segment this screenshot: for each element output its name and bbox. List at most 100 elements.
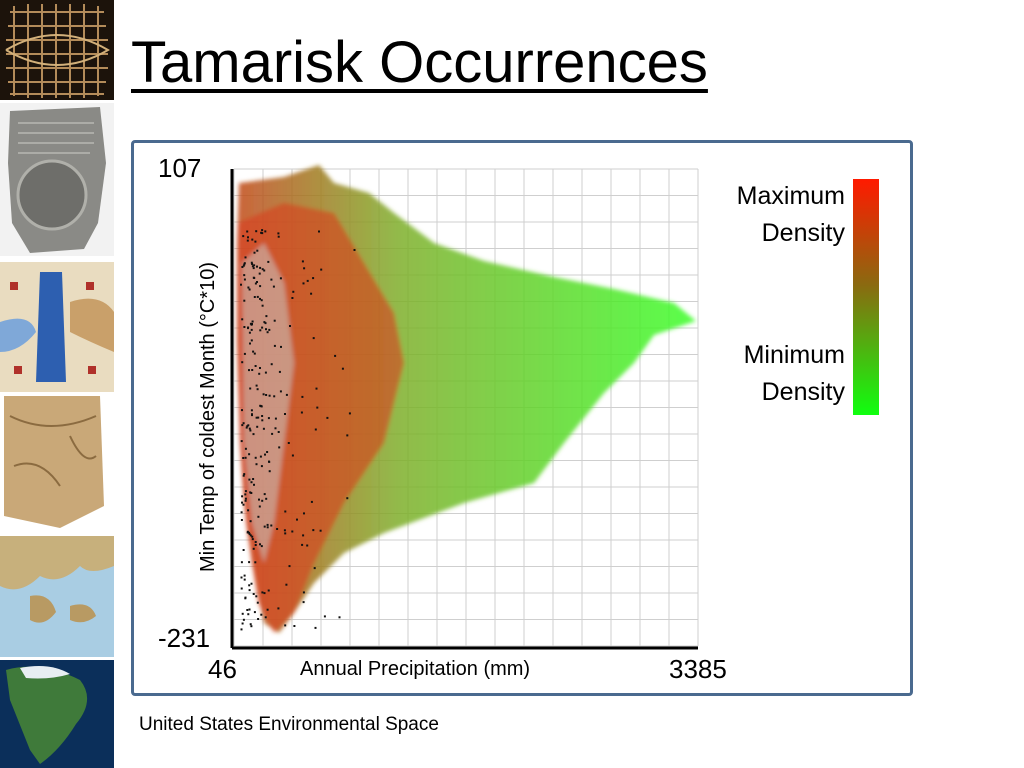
occurrence-point <box>303 267 306 270</box>
occurrence-point <box>245 426 248 429</box>
occurrence-point <box>250 481 253 484</box>
occurrence-point <box>247 327 249 330</box>
occurrence-point <box>242 457 245 459</box>
occurrence-point <box>320 268 323 271</box>
occurrence-point <box>284 532 287 535</box>
occurrence-point <box>259 285 262 288</box>
occurrence-point <box>270 524 273 527</box>
occurrence-point <box>251 538 254 541</box>
occurrence-point <box>256 249 259 252</box>
occurrence-point <box>252 478 255 480</box>
occurrence-point <box>260 231 263 234</box>
occurrence-point <box>242 235 245 238</box>
occurrence-point <box>242 618 245 621</box>
occurrence-point <box>263 321 266 324</box>
occurrence-point <box>248 331 251 334</box>
occurrence-point <box>250 582 253 585</box>
occurrence-point <box>247 424 250 427</box>
occurrence-point <box>251 535 254 538</box>
occurrence-point <box>252 547 255 550</box>
occurrence-point <box>260 545 263 548</box>
occurrence-point <box>254 541 257 543</box>
grid-map-thumbnail <box>0 0 114 100</box>
occurrence-point <box>260 613 263 616</box>
occurrence-point <box>242 422 245 425</box>
occurrence-point <box>249 429 252 432</box>
occurrence-point <box>301 260 304 263</box>
chart-frame: 107 -231 46 3385 Annual Precipitation (m… <box>131 140 913 696</box>
occurrence-point <box>261 326 264 329</box>
occurrence-point <box>251 265 254 268</box>
occurrence-point <box>273 395 276 398</box>
occurrence-point <box>267 260 270 263</box>
occurrence-point <box>247 613 250 616</box>
x-axis-label: Annual Precipitation (mm) <box>300 658 530 680</box>
occurrence-point <box>266 331 269 334</box>
occurrence-point <box>247 286 250 289</box>
occurrence-point <box>312 337 315 340</box>
occurrence-point <box>292 290 295 293</box>
parchment-map-thumbnail <box>0 396 114 532</box>
x-tick-label-max: 3385 <box>669 654 727 684</box>
occurrence-point <box>312 529 315 532</box>
occurrence-point <box>250 409 253 412</box>
legend-min-line-1: Minimum <box>744 341 845 369</box>
occurrence-point <box>316 406 319 409</box>
occurrence-point <box>256 265 258 268</box>
occurrence-point <box>243 299 246 302</box>
occurrence-point <box>259 329 262 332</box>
occurrence-point <box>261 499 264 502</box>
occurrence-point <box>261 415 264 417</box>
occurrence-point <box>272 285 275 288</box>
occurrence-point <box>254 365 257 367</box>
occurrence-point <box>241 409 243 412</box>
north-america-satellite-thumbnail <box>0 660 114 768</box>
occurrence-point <box>257 416 260 419</box>
occurrence-point <box>253 296 256 298</box>
occurrence-point <box>273 319 276 322</box>
occurrence-point <box>314 626 317 629</box>
occurrence-point <box>323 615 326 618</box>
occurrence-point <box>243 274 246 277</box>
occurrence-point <box>257 618 260 620</box>
occurrence-point <box>277 235 280 238</box>
occurrence-point <box>249 322 252 325</box>
occurrence-point <box>254 456 257 459</box>
occurrence-point <box>253 277 256 279</box>
occurrence-point <box>242 503 245 506</box>
density-legend: Maximum Density Minimum Density <box>737 179 879 415</box>
occurrence-point <box>256 425 259 428</box>
occurrence-point <box>249 623 252 626</box>
occurrence-point <box>248 561 251 564</box>
occurrence-point <box>268 470 271 473</box>
y-tick-label-min: -231 <box>158 623 210 653</box>
occurrence-point <box>291 530 294 533</box>
occurrence-point <box>254 282 257 285</box>
occurrence-point <box>291 297 294 299</box>
occurrence-point <box>277 607 280 610</box>
occurrence-point <box>260 405 263 408</box>
occurrence-point <box>258 372 261 375</box>
occurrence-point <box>253 352 256 355</box>
occurrence-point <box>263 592 266 595</box>
occurrence-point <box>256 601 259 604</box>
occurrence-point <box>249 534 252 537</box>
occurrence-point <box>262 393 265 396</box>
occurrence-point <box>291 454 294 457</box>
occurrence-point <box>334 354 337 357</box>
occurrence-point <box>264 371 267 374</box>
occurrence-point <box>251 413 253 416</box>
occurrence-point <box>288 565 291 568</box>
medieval-map-thumbnail <box>0 262 114 392</box>
occurrence-point <box>289 325 291 327</box>
occurrence-point <box>243 326 246 328</box>
occurrence-point <box>264 453 266 456</box>
occurrence-point <box>253 264 256 267</box>
occurrence-point <box>244 447 247 450</box>
occurrence-point <box>259 367 261 369</box>
occurrence-points <box>240 229 356 631</box>
occurrence-point <box>310 500 313 503</box>
occurrence-point <box>256 295 259 298</box>
occurrence-point <box>241 266 244 268</box>
occurrence-point <box>283 529 286 532</box>
